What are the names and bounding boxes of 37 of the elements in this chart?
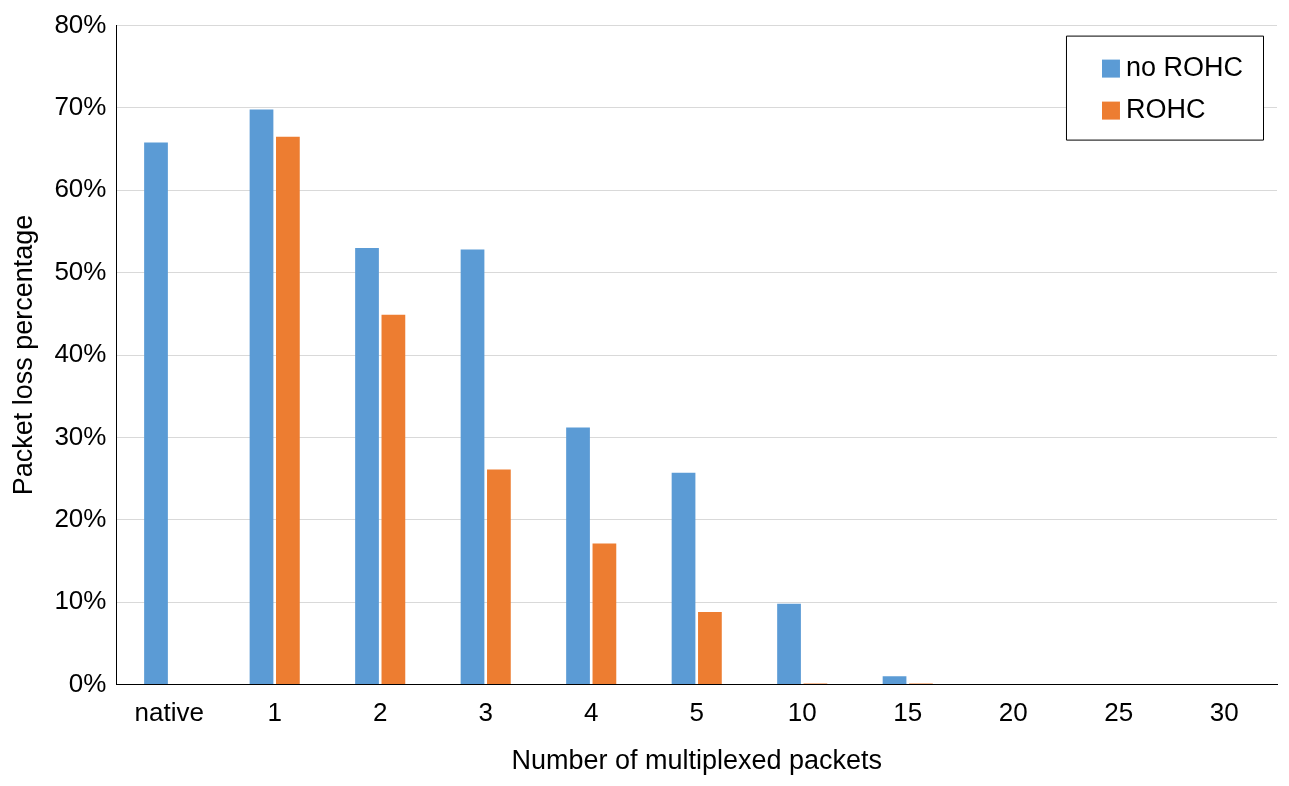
bar	[144, 142, 168, 684]
x-tick-label: 30	[1209, 697, 1239, 728]
x-tick-label: 1	[267, 697, 282, 728]
x-tick-label: 20	[998, 697, 1028, 728]
bar	[460, 249, 485, 684]
bar	[487, 469, 511, 684]
y-tick-label: 20%	[54, 502, 107, 533]
bar	[592, 543, 617, 684]
bar	[276, 136, 300, 684]
y-tick-label: 0%	[68, 667, 107, 698]
x-tick-label: 10	[787, 697, 817, 728]
y-tick-label: 60%	[54, 173, 107, 204]
y-tick-label: 10%	[54, 585, 107, 616]
x-tick-label: 4	[583, 697, 599, 728]
x-tick-label: 15	[893, 697, 923, 728]
bar	[882, 676, 907, 684]
bar	[566, 427, 590, 684]
bar	[381, 314, 406, 684]
x-tick-label: 25	[1104, 697, 1134, 728]
bar	[355, 247, 379, 684]
y-tick-label: 40%	[54, 338, 107, 369]
y-axis-title: Packet loss percentage	[7, 214, 38, 496]
x-tick-label: 2	[372, 697, 388, 728]
x-axis-title: Number of multiplexed packets	[511, 745, 883, 776]
x-tick-label: 3	[478, 697, 493, 728]
x-tick-label: 5	[689, 697, 704, 728]
y-tick-label: 30%	[54, 420, 107, 451]
bar	[777, 603, 801, 684]
y-tick-label: 70%	[54, 91, 107, 122]
y-tick-label: 50%	[54, 255, 107, 286]
legend-label: no ROHC	[1125, 52, 1243, 83]
y-tick-label: 80%	[54, 8, 107, 39]
bar	[249, 109, 274, 684]
bar	[698, 611, 722, 684]
x-tick-label: native	[134, 697, 204, 728]
bar	[671, 472, 696, 684]
legend-label: ROHC	[1125, 94, 1206, 125]
